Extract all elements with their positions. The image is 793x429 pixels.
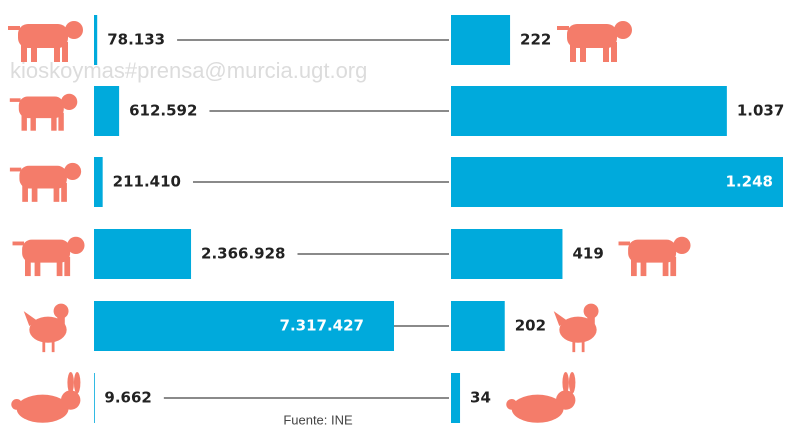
value-label: 2.366.928 bbox=[201, 245, 285, 263]
bar bbox=[451, 301, 505, 351]
bar bbox=[94, 229, 191, 279]
cow-icon bbox=[8, 21, 83, 62]
chicken-icon bbox=[554, 304, 599, 353]
bar bbox=[451, 229, 562, 279]
value-label: 34 bbox=[470, 389, 491, 407]
value-label: 9.662 bbox=[104, 389, 151, 407]
bar bbox=[94, 157, 103, 207]
value-label: 211.410 bbox=[113, 173, 181, 191]
pig-icon bbox=[13, 237, 85, 276]
value-label: 419 bbox=[572, 245, 603, 263]
rabbit-icon bbox=[506, 372, 575, 423]
bar bbox=[94, 373, 95, 423]
value-label: 202 bbox=[515, 317, 546, 335]
value-label: 7.317.427 bbox=[280, 317, 364, 335]
value-label: 78.133 bbox=[107, 31, 165, 49]
bar bbox=[451, 86, 727, 136]
chicken-icon bbox=[24, 304, 69, 353]
value-label: 612.592 bbox=[129, 102, 197, 120]
value-label: 222 bbox=[520, 31, 551, 49]
bar bbox=[451, 373, 460, 423]
value-label: 1.248 bbox=[726, 173, 773, 191]
source: Fuente: INE bbox=[283, 412, 353, 427]
cow-icon bbox=[557, 21, 632, 62]
rabbit-icon bbox=[11, 372, 80, 423]
value-label: 1.037 bbox=[737, 102, 784, 120]
watermark: kioskoymas#prensa@murcia.ugt.org bbox=[10, 58, 367, 83]
bar bbox=[451, 15, 510, 65]
bar bbox=[94, 86, 119, 136]
pig-icon bbox=[619, 237, 691, 276]
goat-icon bbox=[10, 163, 81, 202]
sheep-icon bbox=[10, 94, 78, 131]
infographic: 78.133 612.592 211.410 2.366.928 7.317.427 9.… bbox=[0, 0, 793, 429]
